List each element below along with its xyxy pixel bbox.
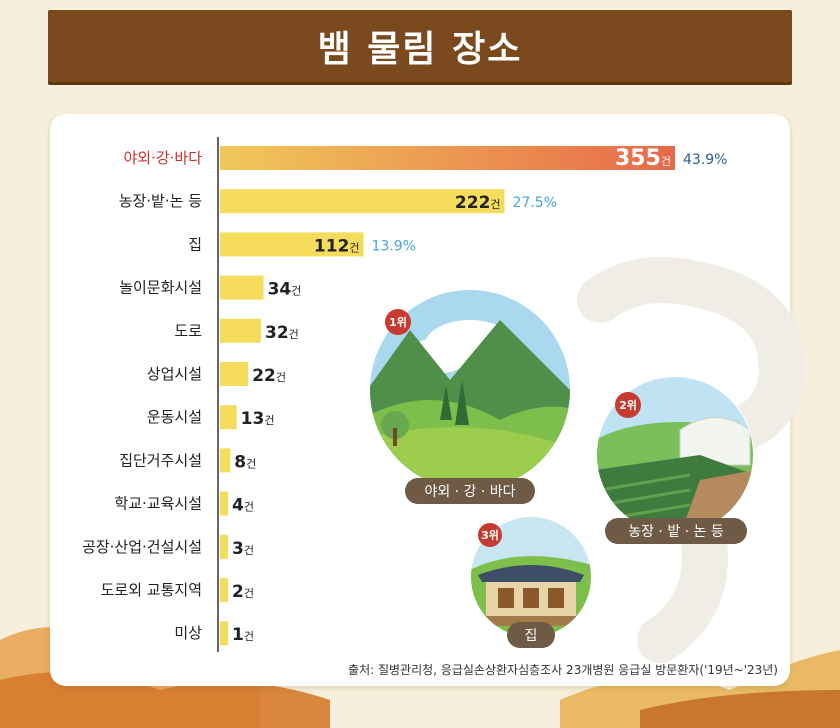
rank-badge-1: [385, 309, 411, 335]
bars: 야외·강·바다 355건 43.9% 농장·밭·논 등 222건 27.5% 집 112건 13…: [82, 146, 727, 646]
place-label-2-bg: [605, 518, 747, 544]
bar: [220, 232, 364, 257]
illustration-house: 3위 집: [470, 516, 592, 648]
bar: [220, 318, 262, 343]
data-label: 34건: [268, 280, 302, 300]
rank-badge-3-text: 3위: [481, 529, 499, 542]
category-label: 도로외 교통지역: [101, 581, 202, 599]
place-label-3: 집: [525, 628, 538, 644]
bar: [220, 405, 237, 430]
data-label: 2건: [232, 582, 254, 602]
data-label: 222건: [455, 193, 501, 213]
category-label: 야외·강·바다: [123, 149, 202, 167]
place-label-2: 농장 · 밭 · 논 등: [628, 524, 724, 540]
percentage-label: 13.9%: [372, 238, 416, 254]
data-label: 8건: [234, 452, 256, 472]
data-label: 4건: [232, 496, 254, 516]
title-banner: 뱀 물림 장소: [48, 10, 792, 82]
data-label: 22건: [252, 366, 286, 386]
category-label: 도로: [174, 322, 202, 340]
bar: [220, 275, 264, 300]
category-label: 집: [188, 235, 202, 253]
category-label: 집단거주시설: [119, 451, 202, 469]
snake-silhouette: [577, 257, 805, 663]
bar: [220, 578, 228, 602]
category-label: 미상: [174, 624, 202, 642]
category-label: 학교·교육시설: [114, 495, 202, 513]
data-label: 112건: [314, 236, 360, 256]
illustration-farm: 2위 농장 · 밭 · 논 등: [596, 376, 754, 544]
category-label: 상업시설: [147, 365, 202, 383]
percentage-label: 43.9%: [683, 152, 727, 168]
place-label-3-bg: [507, 622, 555, 648]
category-label: 놀이문화시설: [119, 279, 202, 297]
percentage-label: 27.5%: [513, 195, 557, 211]
data-label: 32건: [265, 323, 299, 343]
page-title: 뱀 물림 장소: [317, 29, 523, 70]
bar: [220, 491, 228, 516]
bar: [220, 189, 505, 214]
category-label: 운동시설: [147, 408, 202, 426]
bar: [220, 448, 231, 473]
place-label-1-bg: [405, 478, 535, 504]
rank-badge-2-text: 2위: [619, 399, 637, 412]
rank-badge-2: [615, 392, 641, 418]
bar: [220, 534, 228, 559]
place-label-1: 야외 · 강 · 바다: [424, 484, 515, 500]
source-note: 출처: 질병관리청, 응급실손상환자심층조사 23개병원 응급실 방문환자('1…: [348, 663, 778, 677]
rank-badge-1-text: 1위: [389, 316, 407, 329]
illustration-outdoor: 1위 야외 · 강 · 바다: [369, 289, 571, 504]
category-label: 공장·산업·건설시설: [82, 538, 202, 556]
bar: [220, 362, 249, 386]
category-label: 농장·밭·논 등: [119, 192, 203, 210]
rank-badge-3: [478, 523, 502, 547]
data-label: 1건: [232, 625, 254, 645]
data-label: 3건: [232, 539, 254, 559]
bar: [220, 621, 228, 646]
bar: [220, 146, 675, 170]
data-label: 355건: [615, 146, 671, 171]
data-label: 13건: [241, 409, 275, 429]
